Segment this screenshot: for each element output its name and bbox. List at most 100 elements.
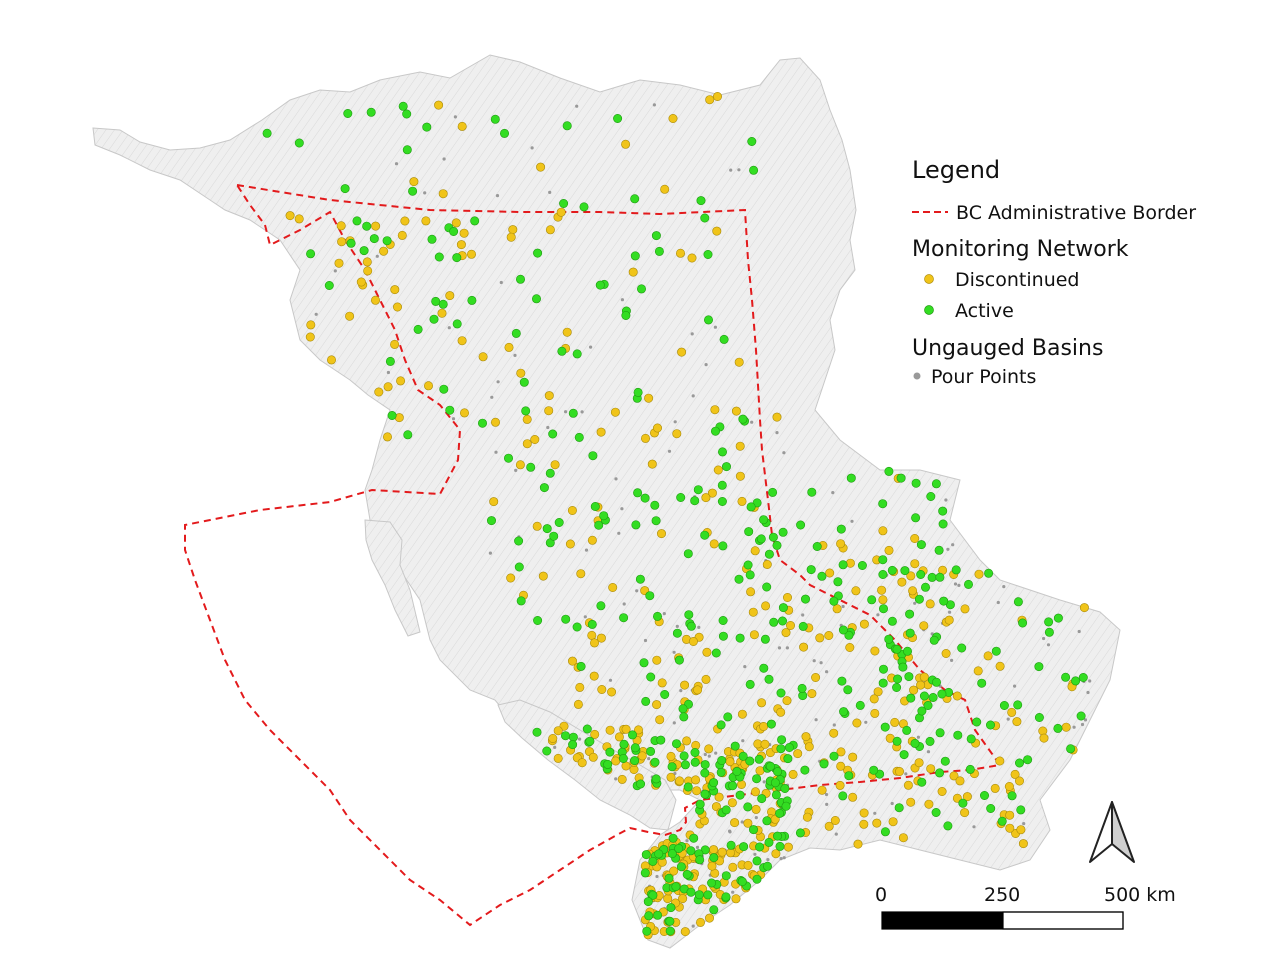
- active-station-marker: [438, 299, 448, 309]
- active-station-marker: [449, 227, 459, 237]
- discontinued-station-marker: [832, 604, 842, 614]
- active-station-marker: [665, 916, 675, 926]
- discontinued-station-marker: [652, 700, 662, 710]
- discontinued-station-marker: [1005, 810, 1015, 820]
- discontinued-station-marker: [370, 295, 380, 305]
- discontinued-station-marker: [829, 728, 839, 738]
- discontinued-station-marker: [306, 320, 316, 330]
- legend-discontinued-label: Discontinued: [955, 269, 1079, 291]
- discontinued-station-marker: [562, 327, 572, 337]
- discontinued-station-marker: [644, 393, 654, 403]
- active-station-marker: [521, 406, 531, 416]
- active-station-marker: [953, 730, 963, 740]
- active-station-marker: [775, 841, 785, 851]
- active-station-marker: [633, 387, 643, 397]
- active-station-marker: [560, 731, 570, 741]
- active-station-marker: [716, 720, 726, 730]
- active-station-marker: [695, 855, 705, 865]
- active-station-marker: [838, 560, 848, 570]
- discontinued-station-marker: [345, 311, 355, 321]
- discontinued-station-marker: [757, 698, 767, 708]
- active-station-marker: [878, 664, 888, 674]
- active-station-marker: [640, 493, 650, 503]
- active-station-marker: [650, 757, 660, 767]
- active-station-marker: [768, 487, 778, 497]
- discontinued-station-marker: [655, 715, 665, 725]
- discontinued-station-marker: [859, 619, 869, 629]
- pour-point-marker: [496, 380, 500, 384]
- active-station-marker: [694, 890, 704, 900]
- discontinued-station-marker: [508, 225, 518, 235]
- discontinued-station-marker: [919, 672, 929, 682]
- active-station-marker: [664, 873, 674, 883]
- discontinued-station-marker: [962, 792, 972, 802]
- active-station-marker: [739, 842, 749, 852]
- active-station-marker: [619, 613, 629, 623]
- pour-point-marker: [583, 615, 587, 619]
- discontinued-station-marker: [869, 694, 879, 704]
- discontinued-station-marker: [596, 427, 606, 437]
- discontinued-station-marker: [692, 786, 702, 796]
- active-station-marker: [618, 753, 628, 763]
- discontinued-station-marker: [1012, 717, 1022, 727]
- pour-point-marker: [850, 519, 854, 523]
- active-station-marker: [938, 519, 948, 529]
- discontinued-station-marker: [363, 266, 373, 276]
- active-station-marker: [385, 356, 395, 366]
- discontinued-station-marker: [516, 368, 526, 378]
- active-station-marker: [911, 478, 921, 488]
- pour-point-marker: [1002, 585, 1006, 589]
- active-station-marker: [359, 246, 369, 256]
- discontinued-station-marker: [608, 582, 618, 592]
- active-station-marker: [499, 128, 509, 138]
- active-station-marker: [621, 310, 631, 320]
- pour-point-marker: [832, 723, 836, 727]
- active-station-marker: [931, 479, 941, 489]
- pour-point-marker: [766, 858, 770, 862]
- pour-point-marker: [704, 363, 708, 367]
- active-station-marker: [749, 165, 759, 175]
- discontinued-station-marker: [374, 387, 384, 397]
- pour-point-marker: [972, 825, 976, 829]
- active-station-marker: [294, 138, 304, 148]
- active-station-marker: [366, 107, 376, 117]
- active-station-marker: [539, 483, 549, 493]
- active-station-marker: [369, 234, 379, 244]
- active-station-marker: [603, 759, 613, 769]
- discontinued-station-marker: [382, 432, 392, 442]
- discontinued-station-marker: [894, 766, 904, 776]
- active-station-marker: [651, 774, 661, 784]
- discontinued-station-marker: [782, 592, 792, 602]
- active-station-marker: [710, 426, 720, 436]
- active-station-marker: [887, 616, 897, 626]
- active-station-marker: [795, 828, 805, 838]
- active-station-marker: [1053, 723, 1063, 733]
- pour-point-marker: [873, 811, 877, 815]
- active-station-marker: [434, 252, 444, 262]
- discontinued-station-marker: [824, 821, 834, 831]
- active-station-marker: [690, 747, 700, 757]
- active-station-marker: [716, 767, 726, 777]
- pour-point-marker: [386, 370, 390, 375]
- active-station-marker: [572, 622, 582, 632]
- discontinued-station-marker: [960, 808, 970, 818]
- discontinued-station-marker: [749, 630, 759, 640]
- active-station-marker: [654, 849, 664, 859]
- pour-point-marker: [584, 548, 589, 552]
- active-station-marker: [709, 905, 719, 915]
- active-station-marker: [721, 805, 731, 815]
- active-station-marker: [869, 765, 879, 775]
- active-station-marker: [846, 473, 856, 483]
- active-station-marker: [899, 750, 909, 760]
- active-station-marker: [568, 408, 578, 418]
- discontinued-station-marker: [663, 894, 673, 904]
- pour-point-marker: [620, 298, 625, 302]
- active-station-marker: [938, 506, 948, 516]
- active-station-marker: [343, 109, 353, 119]
- active-station-marker: [557, 346, 567, 356]
- pour-point-marker: [672, 721, 676, 725]
- active-station-marker: [596, 601, 606, 611]
- discontinued-station-marker: [712, 92, 722, 102]
- discontinued-station-marker: [596, 633, 606, 643]
- active-station-marker: [902, 646, 912, 656]
